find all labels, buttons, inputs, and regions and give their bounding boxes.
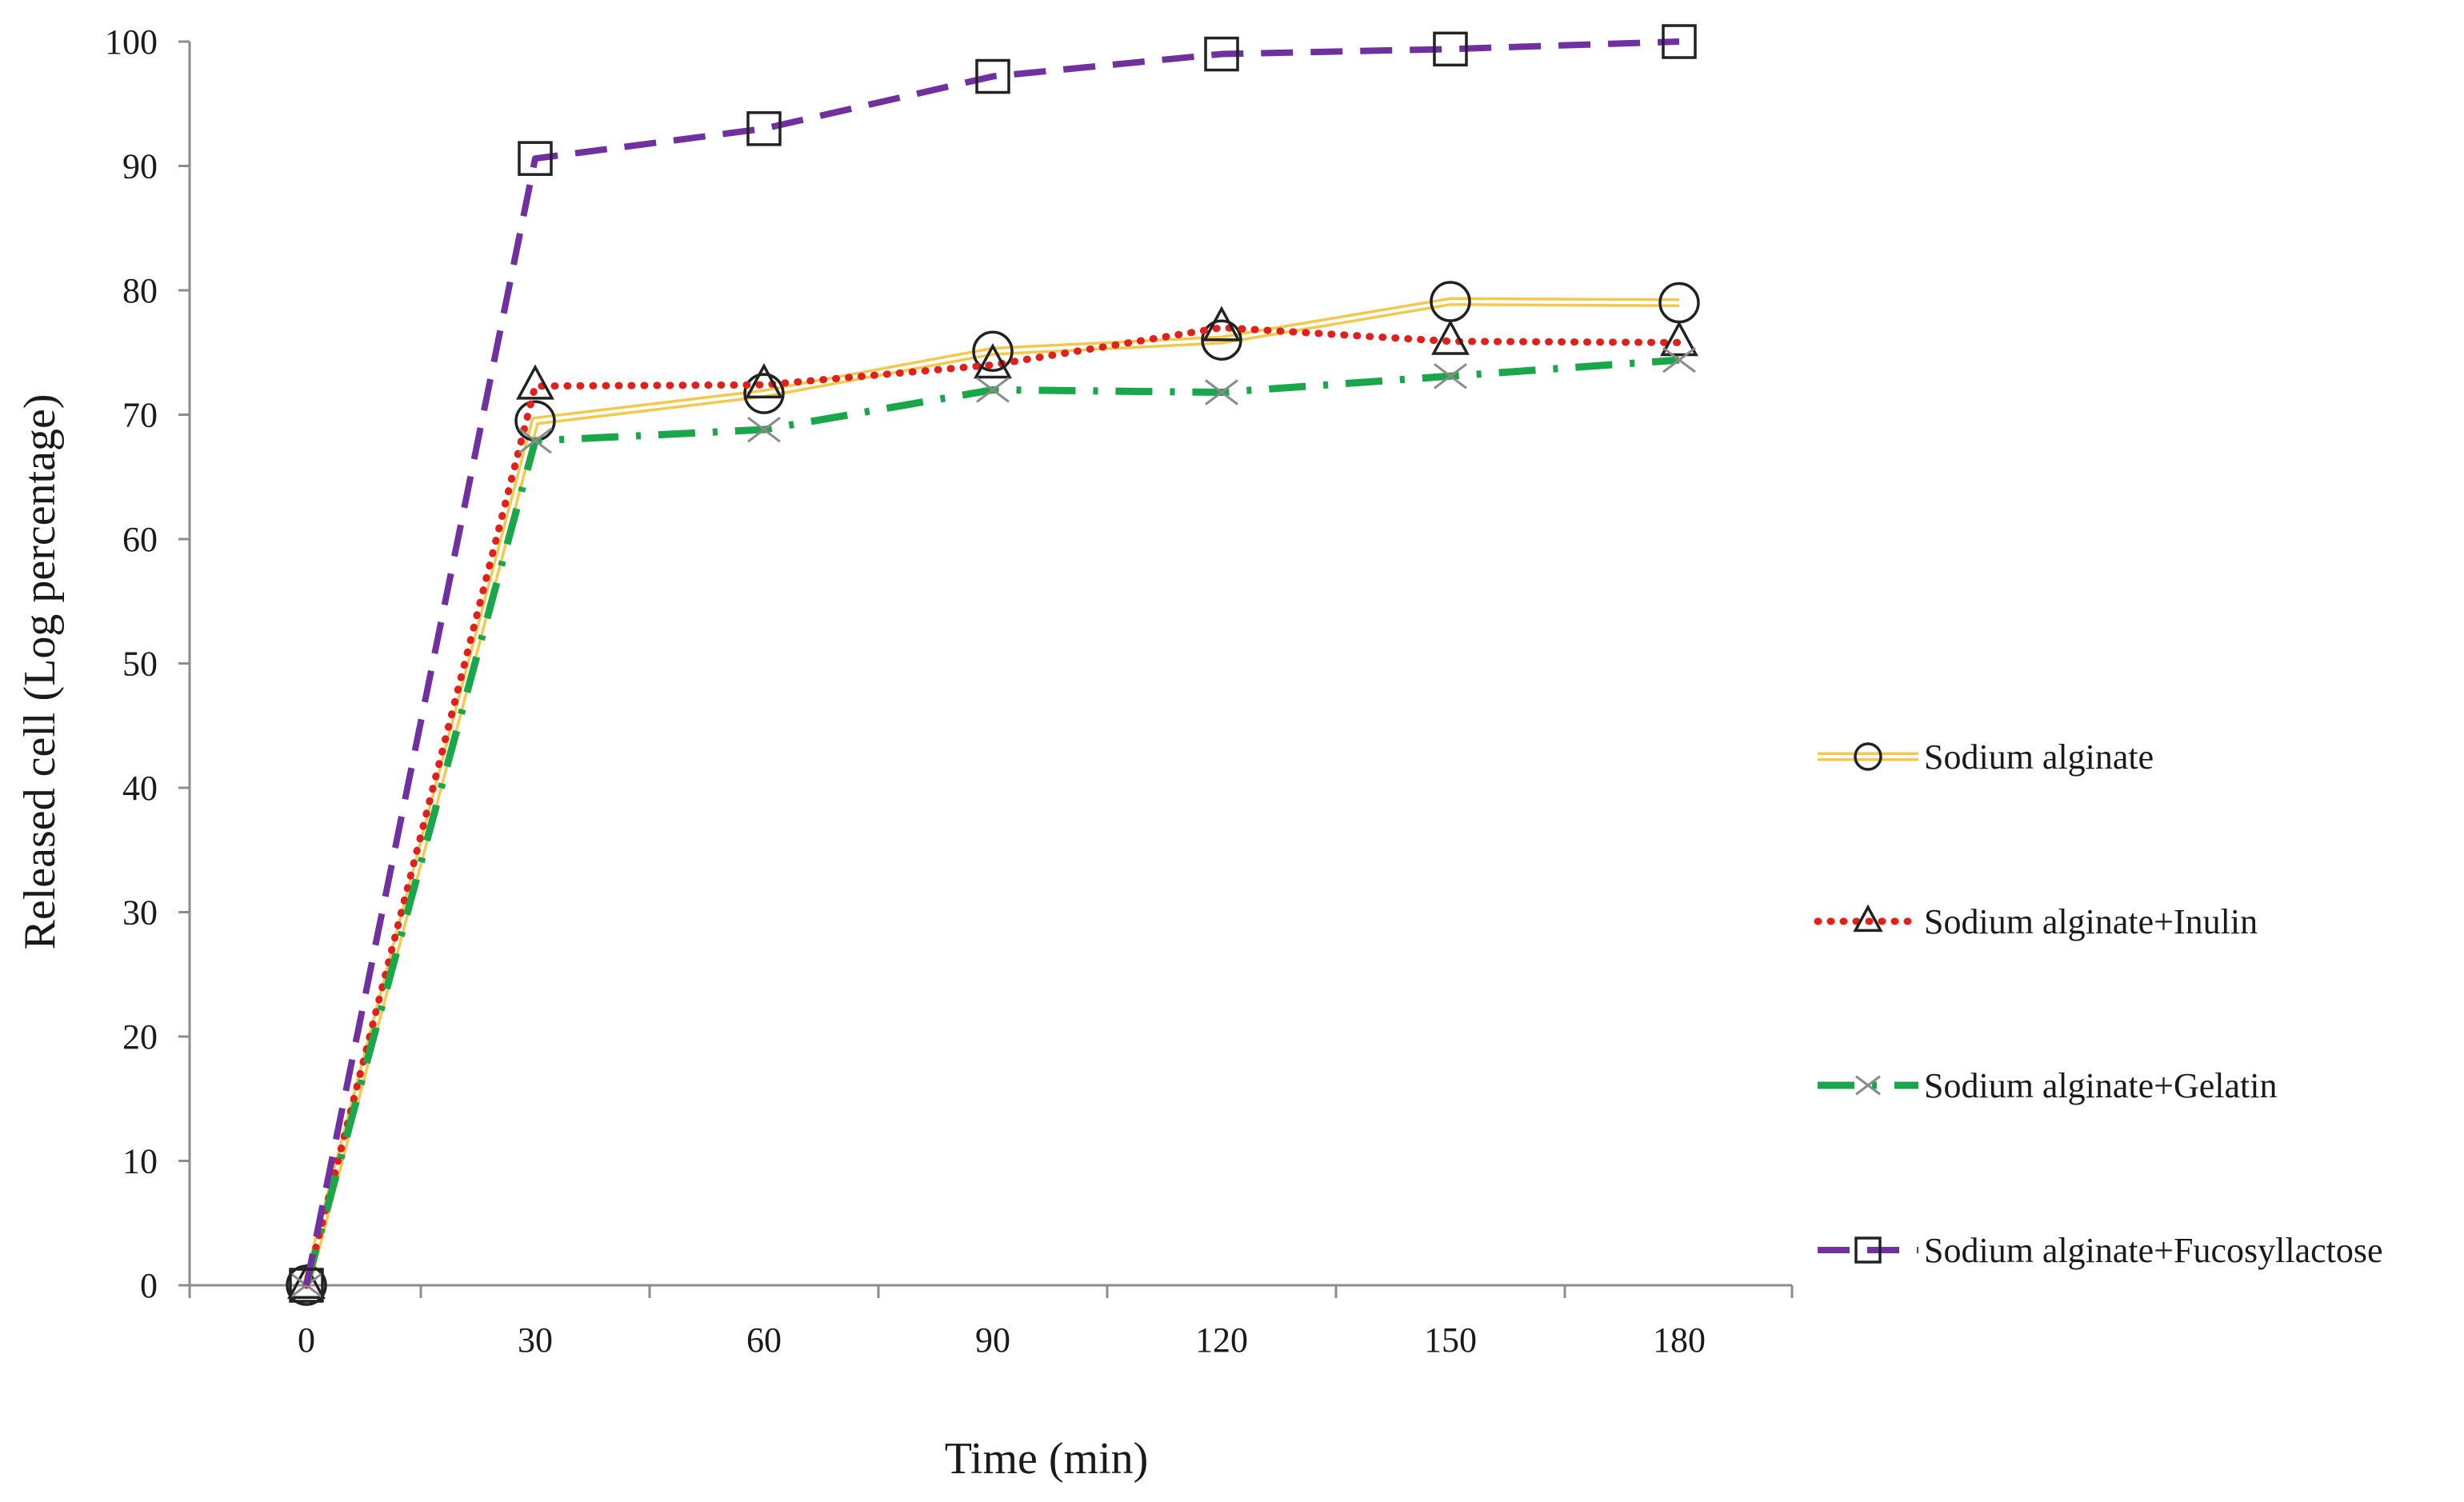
y-tick-label: 40 [122,769,158,808]
legend-item: Sodium alginate+Inulin [1814,902,2258,941]
series-line [303,38,1680,1286]
data-point-x [976,377,1010,403]
x-tick-label: 150 [1424,1320,1477,1360]
x-stroke [518,427,552,454]
y-tick-label: 80 [122,271,158,310]
data-point-x [518,427,552,454]
y-tick-label: 0 [140,1266,158,1305]
data-point-x [1205,379,1238,405]
legend-label: Sodium alginate [1924,737,2154,777]
data-point-x [1434,363,1467,389]
legend-item: Sodium alginate+Gelatin [1818,1066,2278,1105]
series-line-inner [305,299,1680,1286]
legend-label: Sodium alginate+Inulin [1924,902,2258,941]
y-tick-label: 10 [122,1142,158,1181]
data-point-triangle [974,343,1012,379]
data-point-square [1662,24,1697,59]
data-point-circle [743,373,785,414]
legend: Sodium alginate Sodium alginate+Inulin Sod… [1814,737,2383,1270]
data-point-square [746,111,782,146]
x-tick-label: 60 [746,1320,782,1360]
data-point-square [1204,36,1239,72]
data-point-x [747,416,781,443]
series-2 [287,306,1698,1299]
x-stroke [747,416,781,443]
x-tick-label: 90 [975,1320,1010,1360]
y-tick-label: 50 [122,645,158,684]
y-tick-label: 20 [122,1017,158,1057]
data-point-triangle [1853,904,1883,933]
x-tick-label: 180 [1653,1320,1706,1360]
data-point-square [1433,31,1468,67]
x-stroke [1662,346,1696,374]
axes: 0 10 20 30 40 50 60 70 80 90 100 0 30 60 90 120 150 180 [105,22,1794,1360]
x-stroke [1205,379,1238,405]
data-point-x [1855,1075,1881,1096]
y-tick-label: 30 [122,893,158,933]
series-layer [286,24,1700,1306]
legend-label: Sodium alginate+Gelatin [1924,1066,2278,1105]
x-tick-label: 30 [518,1320,553,1360]
series-1 [286,281,1700,1306]
series-line [302,324,1683,1289]
x-tick-label: 0 [298,1320,315,1360]
data-point-circle [1854,742,1882,771]
y-tick-label: 90 [122,147,158,186]
x-stroke [1434,363,1467,389]
data-point-triangle [1660,321,1698,357]
data-point-circle [972,330,1014,372]
data-point-square [289,1268,324,1303]
data-point-circle [1201,319,1242,361]
x-tick-label: 120 [1195,1320,1248,1360]
legend-label: Sodium alginate+Fucosyllactose [1924,1231,2383,1270]
data-point-triangle [745,362,783,399]
data-point-triangle [516,364,554,400]
series-4 [289,24,1697,1303]
x-axis-title: Time (min) [945,1434,1149,1484]
y-axis-title: Released cell (Log percentage) [15,394,65,950]
series-line-outer [302,297,1680,1287]
legend-item: Sodium alginate+Fucosyllactose [1818,1231,2383,1270]
data-point-square [975,58,1010,94]
x-stroke [1855,1075,1881,1096]
data-point-x [1662,346,1696,374]
y-tick-label: 70 [122,396,158,435]
series-3 [290,346,1696,1299]
data-point-square [1854,1236,1882,1264]
y-tick-label: 60 [122,520,158,559]
data-point-triangle [1202,306,1241,342]
y-tick-label: 100 [105,22,158,62]
x-stroke [976,377,1010,403]
legend-item: Sodium alginate [1818,737,2154,777]
data-point-triangle [287,1263,326,1299]
data-point-triangle [1431,319,1470,355]
data-point-square [518,141,553,176]
